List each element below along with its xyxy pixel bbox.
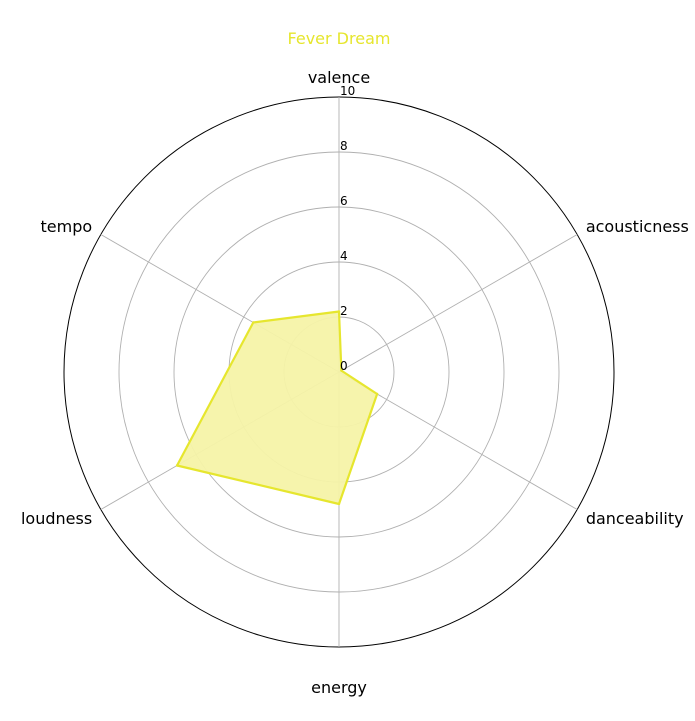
- data-point-valence: [337, 310, 341, 313]
- axis-label-loudness: loudness: [21, 509, 92, 528]
- data-point-acousticness: [340, 369, 343, 372]
- axis-label-tempo: tempo: [41, 217, 93, 236]
- r-tick-label: 2: [340, 304, 348, 318]
- spoke-acousticness: [338, 234, 578, 373]
- r-tick-label: 4: [340, 249, 348, 263]
- data-point-tempo: [252, 321, 255, 324]
- axis-label-energy: energy: [311, 678, 367, 697]
- data-point-energy: [337, 502, 341, 506]
- r-tick-label: 0: [340, 359, 348, 373]
- axis-label-valence: valence: [308, 68, 370, 87]
- data-point-danceability: [375, 392, 379, 396]
- r-tick-label: 8: [340, 139, 348, 153]
- radar-tick-labels: 0 2 4 6 8 10: [340, 84, 355, 373]
- r-tick-label: 6: [340, 194, 348, 208]
- series-area: [177, 311, 378, 504]
- r-tick-label: 10: [340, 84, 355, 98]
- radar-axis-labels: valence acousticness danceability energy lou…: [21, 68, 689, 697]
- radar-series: [175, 310, 379, 506]
- chart-title: Fever Dream: [288, 29, 391, 48]
- axis-label-danceability: danceability: [586, 509, 684, 528]
- axis-label-acousticness: acousticness: [586, 217, 689, 236]
- spoke-danceability: [338, 371, 578, 510]
- data-point-loudness: [175, 464, 179, 467]
